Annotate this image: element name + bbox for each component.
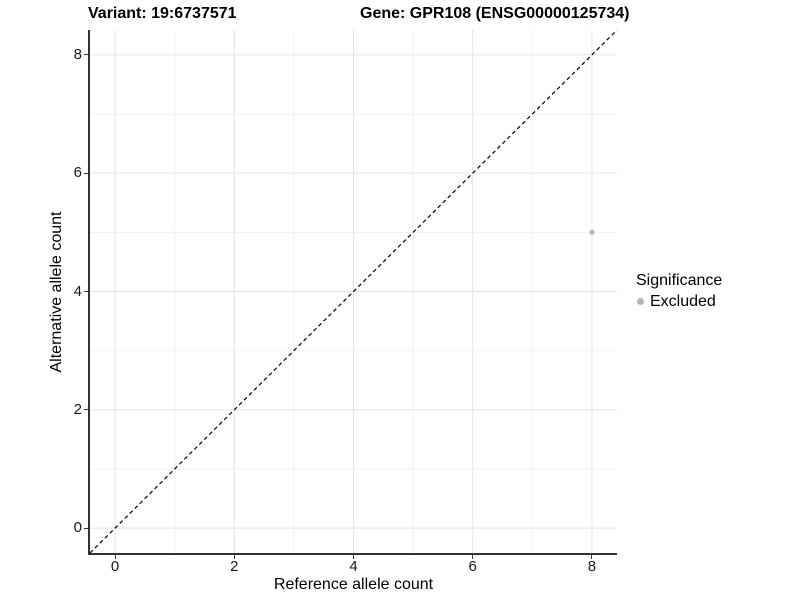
x-tick-label: 8 [587, 558, 597, 575]
legend-point-icon [637, 298, 644, 305]
y-tick-mark [84, 409, 88, 411]
x-tick-label: 2 [230, 558, 239, 575]
x-tick-mark [472, 555, 474, 559]
y-tick-label: 4 [73, 282, 82, 300]
y-tick-mark [84, 54, 88, 56]
x-tick-mark [353, 555, 354, 559]
x-tick-label: 4 [349, 558, 358, 575]
plot-panel [88, 30, 617, 555]
x-axis-title: Reference allele count [273, 576, 434, 593]
identity-line [90, 30, 617, 553]
x-tick-label: 0 [110, 558, 120, 575]
y-tick-mark [84, 527, 88, 529]
legend-item-excluded: Excluded [636, 292, 722, 311]
legend-item-label: Excluded [650, 293, 716, 310]
plot-title-gene: Gene: GPR108 (ENSG00000125734) [360, 5, 630, 22]
legend-title: Significance [636, 272, 723, 289]
plot-title-variant: Variant: 19:6737571 [88, 5, 237, 22]
y-tick-mark [84, 172, 88, 174]
legend: Significance Excluded [636, 271, 722, 311]
y-tick-label: 6 [73, 164, 82, 182]
y-tick-mark [84, 291, 88, 292]
x-tick-label: 6 [468, 558, 477, 575]
data-point [589, 229, 595, 235]
y-tick-label: 2 [73, 400, 82, 418]
x-tick-mark [233, 555, 235, 559]
y-tick-label: 0 [73, 519, 82, 537]
x-tick-mark [591, 555, 593, 559]
y-axis-title: Alternative allele count [48, 211, 65, 373]
plot-canvas [90, 30, 617, 553]
x-tick-mark [114, 555, 116, 559]
y-tick-label: 8 [73, 45, 82, 63]
